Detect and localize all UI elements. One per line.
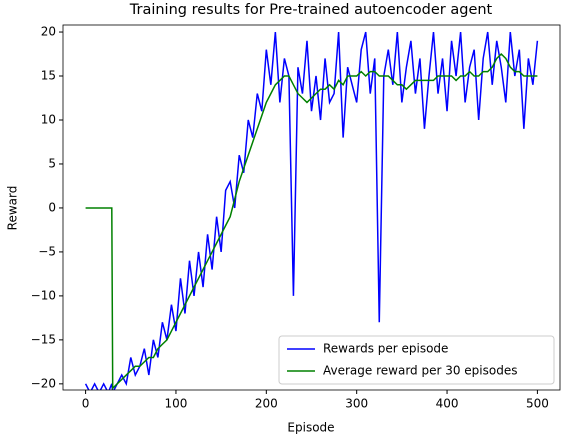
chart-title: Training results for Pre-trained autoenc…	[129, 2, 493, 18]
y-axis-label: Reward	[6, 186, 20, 231]
x-tick-label: 300	[345, 397, 368, 411]
y-tick-label: −15	[31, 332, 56, 346]
y-tick-label: −20	[31, 376, 56, 390]
series-line	[85, 52, 538, 390]
y-tick-label: −10	[31, 288, 56, 302]
x-axis-label: Episode	[287, 421, 334, 435]
x-tick-label: 400	[436, 397, 459, 411]
y-tick-label: 15	[41, 69, 56, 83]
x-tick-label: 200	[255, 397, 278, 411]
y-tick-label: 5	[48, 156, 56, 170]
y-tick-label: 0	[48, 200, 56, 214]
y-tick-label: −5	[38, 244, 56, 258]
legend-box	[278, 335, 555, 385]
legend-label: Average reward per 30 episodes	[323, 364, 517, 378]
y-tick-label: 20	[41, 25, 56, 39]
x-tick-label: 500	[526, 397, 549, 411]
plot-frame	[62, 24, 561, 391]
legend-label: Rewards per episode	[323, 342, 448, 356]
y-tick-label: 10	[41, 112, 56, 126]
x-tick-label: 100	[165, 397, 188, 411]
series-line	[84, 31, 539, 390]
x-tick-label: 0	[82, 397, 90, 411]
